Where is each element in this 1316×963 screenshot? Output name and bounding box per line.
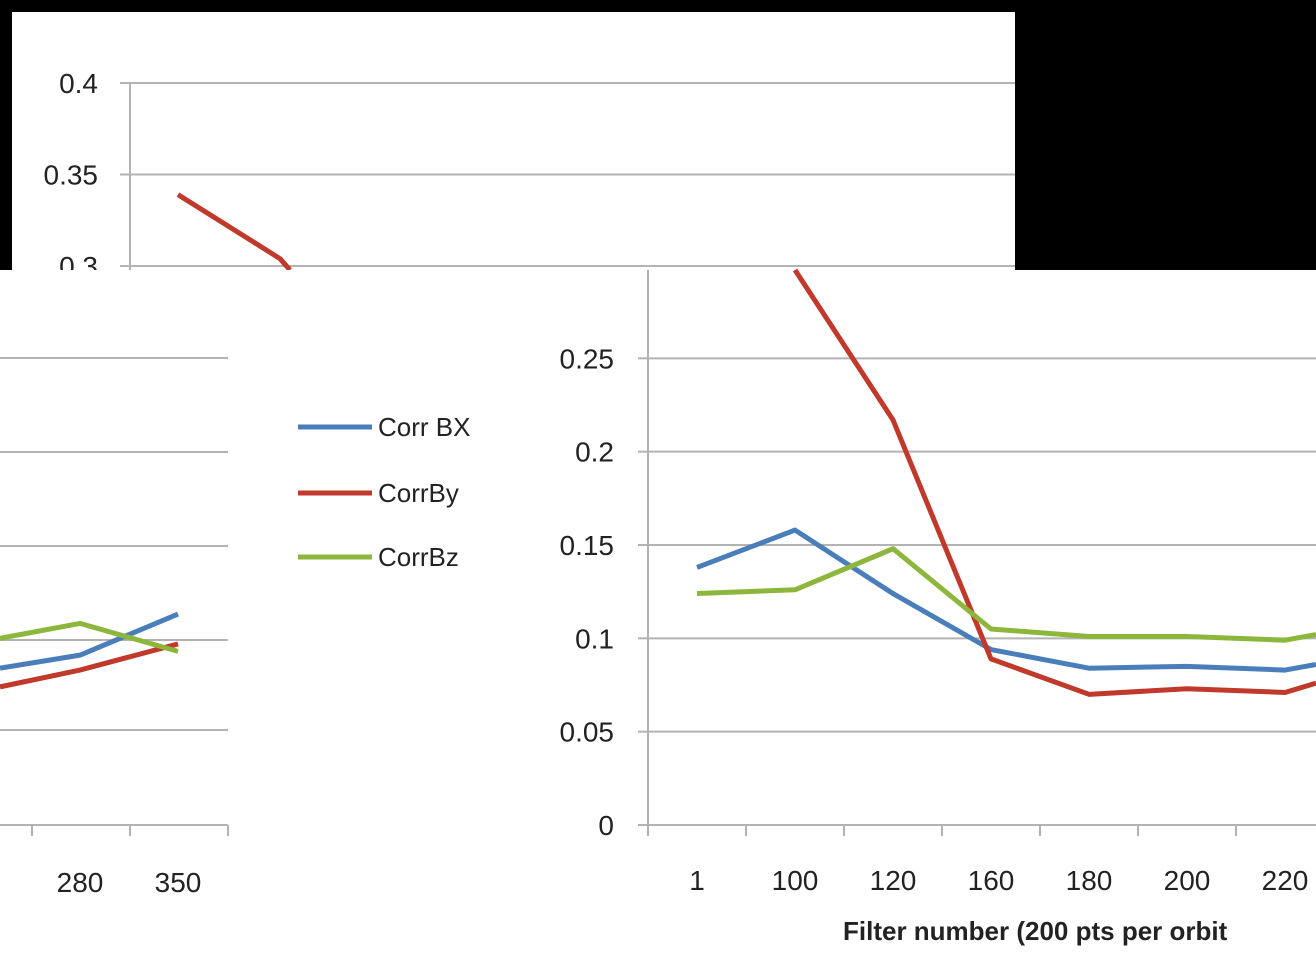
main-panel [528, 270, 1316, 963]
y-tick-label: 0.35 [44, 160, 99, 191]
x-tick-label: 100 [772, 865, 819, 896]
series-line-corrby-top [176, 192, 292, 272]
x-tick-label: 280 [57, 867, 104, 898]
y-tick-label: 0.4 [59, 68, 98, 99]
y-tick-label: 0.1 [575, 623, 614, 654]
left-fragment-panel [0, 270, 528, 963]
legend-label: CorrBy [378, 478, 459, 508]
x-tick-label: 160 [968, 865, 1015, 896]
y-tick-label: 0.25 [560, 343, 615, 374]
x-tick-label: 1 [689, 865, 705, 896]
x-tick-label: 120 [870, 865, 917, 896]
left-fragment-plot: 280 350 [0, 357, 229, 898]
x-axis-title: Filter number (200 pts per orbit [843, 916, 1228, 946]
y-tick-label: 0.05 [560, 717, 615, 748]
x-tick-label: 200 [1164, 865, 1211, 896]
legend: Corr BX CorrBy CorrBz [298, 412, 470, 572]
series-line-corrbz [696, 546, 1316, 643]
x-tick-label: 220 [1262, 865, 1309, 896]
y-tick-label: 0.15 [560, 530, 615, 561]
legend-label: CorrBz [378, 542, 459, 572]
legend-label: Corr BX [378, 412, 470, 442]
y-tick-label: 0 [598, 810, 614, 841]
x-tick-label: 350 [155, 867, 202, 898]
y-tick-label: 0.2 [575, 437, 614, 468]
main-plot: 0.25 0.2 0.15 0.1 0.05 0 1 100 120 160 180 200 220 Fi… [560, 268, 1316, 946]
x-tick-label: 180 [1066, 865, 1113, 896]
top-fragment-panel [12, 12, 1015, 270]
series-line-corr-bx [696, 527, 1316, 673]
